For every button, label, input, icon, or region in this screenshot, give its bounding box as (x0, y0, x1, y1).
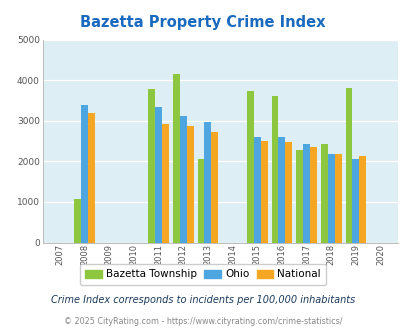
Text: © 2025 CityRating.com - https://www.cityrating.com/crime-statistics/: © 2025 CityRating.com - https://www.city… (64, 317, 341, 326)
Bar (81, 105, 88, 243)
Bar (155, 107, 162, 243)
Bar (320, 144, 327, 243)
Bar (197, 159, 204, 243)
Bar (253, 137, 260, 243)
Bar (173, 74, 179, 243)
Bar (260, 142, 267, 243)
Bar (74, 199, 81, 243)
Bar (352, 159, 358, 243)
Bar (186, 126, 193, 243)
Bar (271, 96, 278, 243)
Bar (303, 144, 309, 243)
Bar (211, 132, 218, 243)
Text: Crime Index corresponds to incidents per 100,000 inhabitants: Crime Index corresponds to incidents per… (51, 295, 354, 305)
Bar (327, 154, 334, 243)
Bar (246, 91, 253, 243)
Bar (296, 150, 303, 243)
Bar (358, 156, 365, 243)
Text: Bazetta Property Crime Index: Bazetta Property Crime Index (80, 15, 325, 30)
Bar (88, 113, 95, 243)
Bar (148, 89, 155, 243)
Bar (309, 147, 316, 243)
Bar (278, 137, 285, 243)
Bar (162, 124, 168, 243)
Bar (285, 142, 292, 243)
Bar (345, 88, 352, 243)
Legend: Bazetta Township, Ohio, National: Bazetta Township, Ohio, National (80, 264, 325, 285)
Bar (204, 122, 211, 243)
Bar (334, 154, 341, 243)
Bar (179, 116, 186, 243)
